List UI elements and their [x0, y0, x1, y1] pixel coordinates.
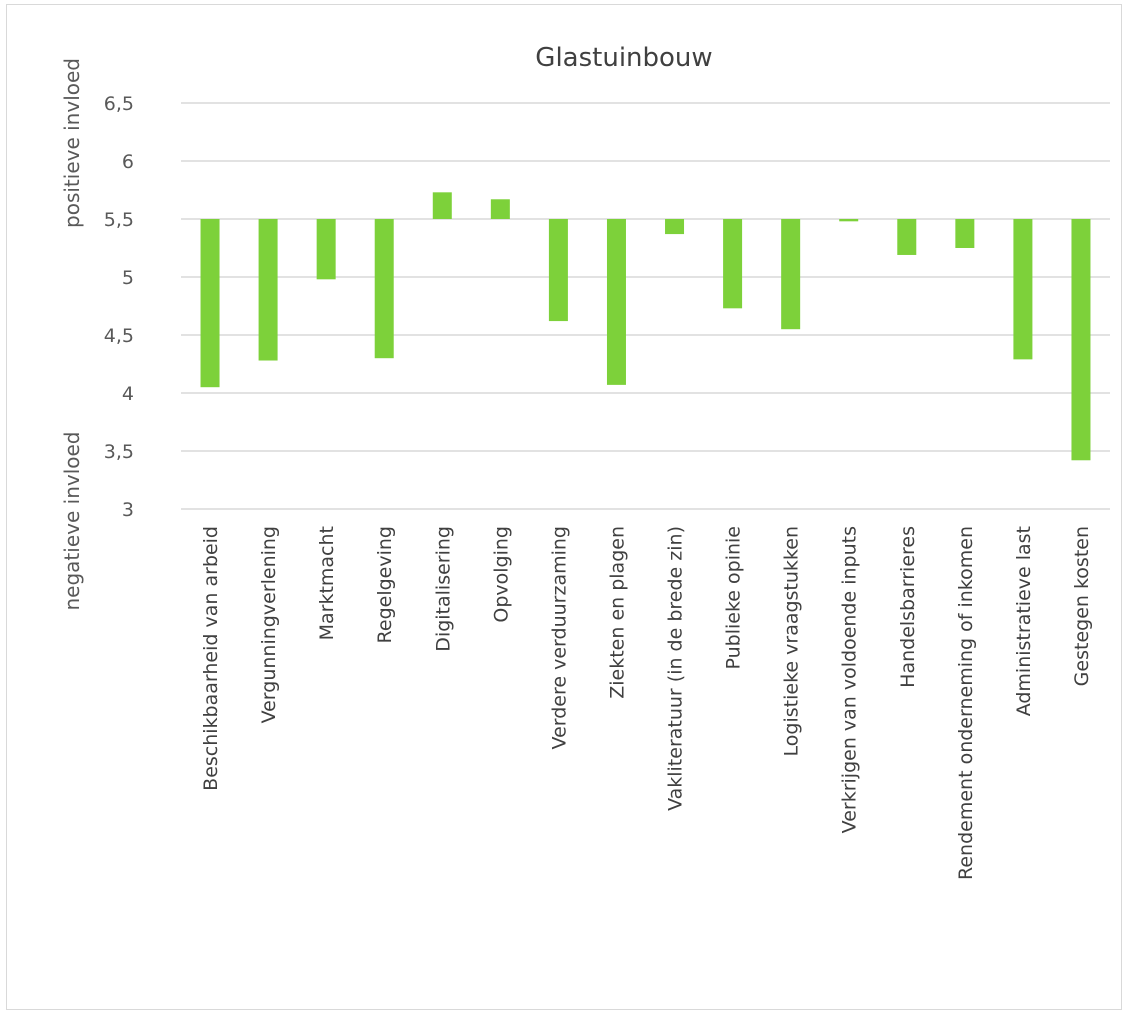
x-category-label: Verkrijgen van voldoende inputs [839, 526, 861, 833]
y-tick-label: 6,5 [104, 93, 134, 115]
category-labels: Beschikbaarheid van arbeid Vergunningverl… [200, 526, 1093, 880]
chart-frame [6, 4, 1122, 1010]
y-tick-label: 4 [122, 383, 134, 405]
x-category-label: Beschikbaarheid van arbeid [200, 526, 222, 791]
x-category-label: Marktmacht [316, 526, 338, 640]
x-category-label: Rendement onderneming of inkomen [955, 526, 977, 880]
bar [316, 219, 336, 280]
y-tick-label: 4,5 [104, 325, 134, 347]
x-category-label: Vergunningverlening [258, 526, 280, 723]
bar [723, 219, 743, 309]
negative-influence-label: negatieve invloed [60, 432, 84, 611]
bar [1013, 219, 1033, 360]
bar [606, 219, 626, 385]
x-category-label: Verdere verduurzaming [548, 526, 570, 749]
x-category-label: Digitalisering [432, 526, 454, 652]
bar [897, 219, 917, 255]
x-category-label: Logistieke vraagstukken [781, 526, 803, 756]
bar [200, 219, 220, 388]
bar [490, 199, 510, 219]
y-tick-label: 6 [122, 151, 134, 173]
positive-influence-label: positieve invloed [60, 58, 84, 228]
bar [1071, 219, 1091, 461]
bar [548, 219, 568, 322]
bar [955, 219, 975, 248]
bar [781, 219, 801, 330]
x-category-label: Handelsbarrieres [897, 526, 919, 688]
gridlines [181, 102, 1110, 510]
y-tick-label: 5,5 [104, 209, 134, 231]
y-tick-label: 3 [122, 499, 134, 521]
x-category-label: Opvolging [490, 526, 512, 623]
x-category-label: Ziekten en plagen [606, 526, 628, 699]
bar [665, 219, 685, 235]
y-tick-label: 5 [122, 267, 134, 289]
x-category-label: Administratieve last [1013, 526, 1035, 716]
y-tick-label: 3,5 [104, 441, 134, 463]
x-category-label: Gestegen kosten [1071, 526, 1093, 686]
bar [839, 219, 859, 222]
chart-title: Glastuinbouw [535, 43, 712, 73]
bar [432, 192, 452, 219]
y-axis-ticks: 3 3,5 4 4,5 5 5,5 6 6,5 [104, 93, 134, 521]
bar [374, 219, 394, 359]
bar [258, 219, 278, 361]
bars [200, 192, 1091, 461]
x-category-label: Publieke opinie [723, 526, 745, 670]
x-category-label: Regelgeving [374, 526, 396, 643]
x-category-label: Vakliteratuur (in de brede zin) [665, 526, 687, 811]
